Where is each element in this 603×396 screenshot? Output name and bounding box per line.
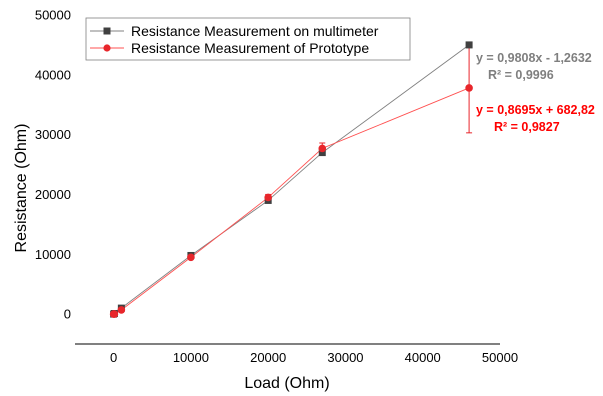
x-tick-label: 0: [110, 350, 117, 365]
trendline-equation-prototype: y = 0,8695x + 682,82: [476, 103, 595, 117]
x-tick-label: 20000: [250, 350, 286, 365]
y-tick-label: 20000: [35, 187, 71, 202]
data-point-square: [318, 149, 326, 157]
y-axis-label: Resistance (Ohm): [13, 124, 30, 253]
data-point-circle: [117, 306, 126, 314]
data-point-circle: [187, 253, 195, 262]
legend-marker-circle: [103, 44, 111, 52]
data-point-circle: [465, 84, 473, 92]
x-tick-label: 30000: [327, 350, 363, 365]
y-tick-label: 40000: [35, 67, 71, 82]
legend-label-multimeter: Resistance Measurement on multimeter: [131, 23, 379, 39]
data-point-circle: [318, 144, 327, 153]
series-line-0: [113, 44, 470, 315]
y-tick-labels: 0 10000 20000 30000 40000 50000: [35, 8, 71, 322]
trendline-equation-multimeter: y = 0,9808x - 1,2632: [476, 51, 592, 65]
legend: Resistance Measurement on multimeter Res…: [85, 17, 411, 61]
x-axis-label: Load (Ohm): [244, 375, 329, 392]
legend-marker-square: [103, 27, 111, 35]
y-tick-label: 30000: [35, 127, 71, 142]
y-tick-label: 0: [64, 307, 71, 322]
y-tick-label: 50000: [35, 8, 71, 23]
legend-entry-prototype: Resistance Measurement of Prototype: [90, 40, 369, 56]
legend-box: [85, 17, 411, 61]
x-tick-labels: 0 10000 20000 30000 40000 50000: [110, 350, 518, 365]
series-line-1: [113, 87, 470, 315]
y-tick-label: 10000: [35, 247, 71, 262]
r-squared-prototype: R² = 0,9827: [494, 120, 560, 134]
legend-entry-multimeter: Resistance Measurement on multimeter: [90, 23, 379, 39]
series-layer: [109, 41, 473, 318]
x-tick-label: 40000: [405, 350, 441, 365]
data-point-square: [465, 41, 473, 49]
legend-label-prototype: Resistance Measurement of Prototype: [131, 40, 369, 56]
data-point-circle: [110, 310, 119, 318]
data-point-circle: [264, 193, 272, 202]
x-tick-label: 10000: [173, 350, 209, 365]
x-tick-label: 50000: [482, 350, 518, 365]
r-squared-multimeter: R² = 0,9996: [488, 68, 554, 82]
